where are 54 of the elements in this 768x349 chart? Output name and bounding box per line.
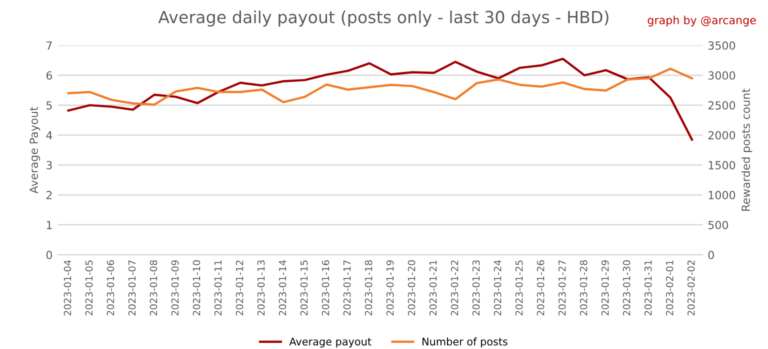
y-tick-label: 6: [46, 71, 52, 80]
y2-tick-label: 500: [708, 220, 728, 230]
x-tick-label: 2023-01-16: [322, 260, 330, 316]
x-tick-label: 2023-01-18: [364, 260, 372, 316]
y-tick-label: 4: [46, 131, 52, 140]
x-tick-label: 2023-01-07: [128, 260, 136, 316]
x-tick-label: 2023-01-24: [494, 260, 502, 316]
x-tick-label: 2023-01-31: [644, 260, 652, 316]
y2-tick-label: 1500: [708, 161, 736, 170]
x-tick-label: 2023-01-21: [429, 260, 437, 316]
y2-tick-label: 0: [708, 250, 714, 260]
x-tick-label: 2023-01-11: [214, 260, 222, 316]
x-tick-label: 2023-01-19: [386, 260, 394, 316]
x-tick-label: 2023-01-04: [64, 260, 72, 316]
x-tick-label: 2023-01-27: [558, 260, 566, 316]
x-tick-label: 2023-01-23: [472, 260, 480, 316]
x-tick-label: 2023-01-29: [601, 260, 609, 316]
x-tick-label: 2023-01-13: [257, 260, 265, 316]
x-tick-label: 2023-01-06: [106, 260, 114, 316]
x-tick-label: 2023-02-02: [687, 260, 695, 316]
y-tick-label: 5: [46, 101, 52, 110]
y2-tick-label: 3500: [708, 41, 736, 50]
line-series: [67, 68, 694, 106]
x-tick-label: 2023-01-12: [236, 260, 244, 316]
x-tick-label: 2023-01-28: [580, 260, 588, 316]
y-tick-label: 2: [46, 190, 52, 200]
x-tick-label: 2023-02-01: [666, 260, 674, 316]
x-tick-label: 2023-01-22: [450, 260, 458, 316]
y-tick-label: 1: [46, 220, 52, 230]
line-series: [67, 58, 694, 141]
y2-tick-label: 2000: [708, 131, 736, 140]
x-tick-label: 2023-01-25: [515, 260, 523, 316]
legend-label: Number of posts: [422, 337, 508, 348]
y2-tick-label: 1000: [708, 190, 736, 200]
legend-label: Average payout: [289, 338, 372, 348]
y-axis-title: Average Payout: [30, 106, 40, 194]
x-tick-label: 2023-01-08: [150, 260, 158, 316]
x-tick-label: 2023-01-15: [300, 260, 308, 316]
x-tick-label: 2023-01-30: [622, 260, 630, 316]
x-tick-label: 2023-01-17: [343, 260, 351, 316]
y-tick-label: 0: [46, 250, 52, 260]
y2-tick-label: 2500: [708, 101, 736, 110]
x-tick-label: 2023-01-14: [278, 260, 286, 316]
text: graph by @arcange: [648, 16, 756, 26]
x-tick-label: 2023-01-05: [85, 260, 93, 316]
x-tick-label: 2023-01-09: [171, 260, 179, 316]
y-tick-label: 3: [46, 161, 52, 170]
x-tick-label: 2023-01-10: [192, 260, 200, 316]
y-tick-label: 7: [46, 41, 52, 50]
x-tick-label: 2023-01-26: [536, 260, 544, 316]
x-tick-label: 2023-01-20: [408, 260, 416, 316]
y2-tick-label: 3000: [708, 71, 736, 80]
y2-axis-title: Rewarded posts count: [741, 88, 752, 211]
chart-title: Average daily payout (posts only - last 30 days - HBD): [158, 10, 608, 27]
